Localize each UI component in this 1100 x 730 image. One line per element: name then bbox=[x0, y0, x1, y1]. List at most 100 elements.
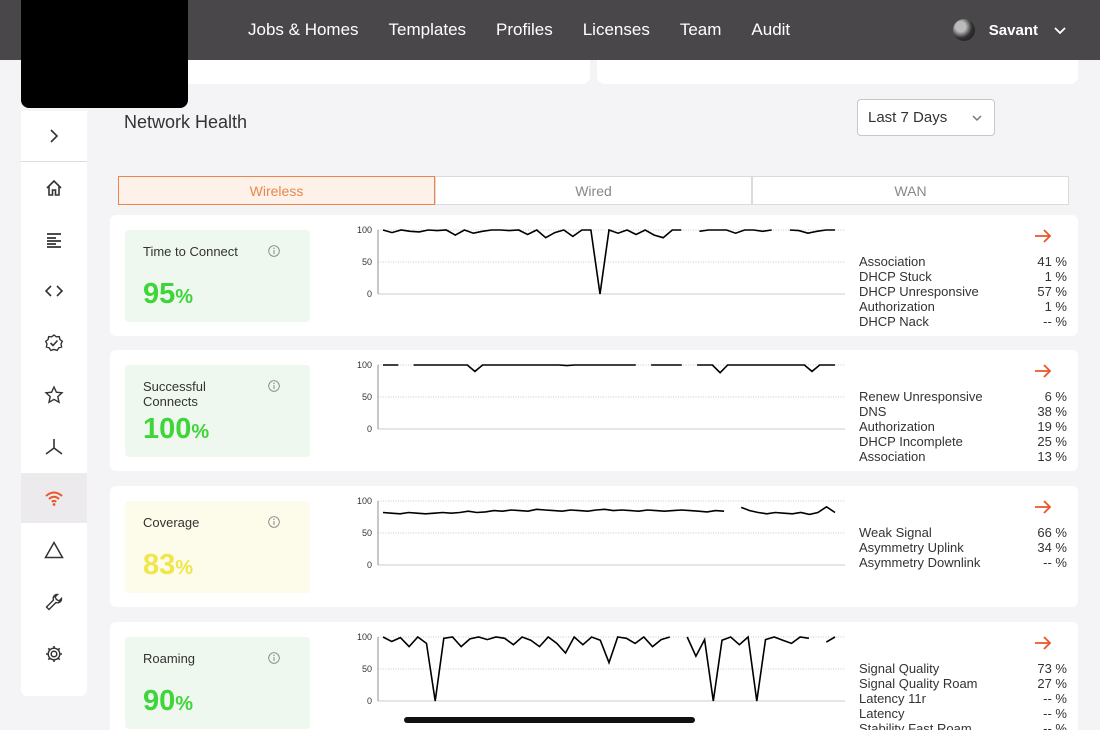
kpi-box: Time to Connect 95% bbox=[125, 230, 310, 322]
nav-templates[interactable]: Templates bbox=[388, 20, 467, 39]
sidebar-item-code[interactable] bbox=[21, 266, 87, 316]
kpi-number: 100 bbox=[143, 413, 192, 445]
nav-licenses[interactable]: Licenses bbox=[582, 20, 650, 39]
reason-row: Signal Quality Roam 27 % bbox=[859, 676, 1067, 691]
nav-team[interactable]: Team bbox=[679, 20, 722, 39]
info-icon[interactable] bbox=[268, 652, 280, 664]
home-icon bbox=[46, 179, 62, 196]
date-range-select[interactable]: Last 7 Days bbox=[857, 99, 995, 136]
reason-name: Weak Signal bbox=[859, 525, 932, 540]
metric-card: Successful Connects 100% 100 50 0 Renew Un… bbox=[110, 350, 1078, 471]
arrow-right-icon[interactable] bbox=[1034, 228, 1052, 244]
warning-icon bbox=[44, 540, 64, 559]
reason-row: Asymmetry Downlink -- % bbox=[859, 555, 1067, 570]
reason-row: Latency -- % bbox=[859, 706, 1067, 721]
summary-card-right bbox=[597, 60, 1078, 84]
reason-row: DHCP Unresponsive 57 % bbox=[859, 284, 1067, 299]
reason-name: Association bbox=[859, 254, 926, 269]
reason-value: -- % bbox=[1043, 721, 1067, 730]
tab-wired[interactable]: Wired bbox=[435, 176, 752, 205]
kpi-box: Coverage 83% bbox=[125, 501, 310, 593]
reason-name: Authorization bbox=[859, 419, 935, 434]
sidebar-item-list[interactable] bbox=[21, 215, 87, 265]
reason-name: Latency bbox=[859, 706, 905, 721]
logo-redacted bbox=[21, 0, 188, 108]
kpi-number: 83 bbox=[143, 549, 176, 581]
sidebar-item-favorites[interactable] bbox=[21, 370, 87, 420]
reason-value: -- % bbox=[1043, 555, 1067, 570]
chart: 100 50 0 bbox=[350, 360, 850, 440]
reason-row: Asymmetry Uplink 34 % bbox=[859, 540, 1067, 555]
sidebar-item-wifi[interactable] bbox=[21, 473, 87, 523]
reason-value: 73 % bbox=[1037, 661, 1067, 676]
reason-row: DHCP Stuck 1 % bbox=[859, 269, 1067, 284]
y-tick-label: 0 bbox=[367, 696, 372, 706]
reason-row: DHCP Incomplete 25 % bbox=[859, 434, 1067, 449]
y-tick-label: 50 bbox=[362, 392, 372, 402]
nav-audit[interactable]: Audit bbox=[751, 20, 791, 39]
y-tick-label: 100 bbox=[357, 360, 372, 370]
reason-row: Weak Signal 66 % bbox=[859, 525, 1067, 540]
user-menu[interactable]: Savant bbox=[952, 0, 1068, 60]
y-tick-label: 50 bbox=[362, 528, 372, 538]
series-line bbox=[382, 228, 835, 295]
metric-card: Time to Connect 95% 100 50 0 Association 41… bbox=[110, 215, 1078, 336]
kpi-unit: % bbox=[175, 286, 194, 308]
series-line bbox=[382, 505, 836, 516]
reason-name: DHCP Incomplete bbox=[859, 434, 963, 449]
arrow-right-icon[interactable] bbox=[1034, 363, 1052, 379]
sidebar-expand[interactable] bbox=[21, 111, 87, 161]
network-icon bbox=[45, 439, 63, 455]
reason-row: Association 13 % bbox=[859, 449, 1067, 464]
reason-name: Stability Fast Roam bbox=[859, 721, 972, 730]
sidebar bbox=[21, 111, 87, 696]
info-icon[interactable] bbox=[268, 380, 280, 392]
reason-value: 6 % bbox=[1044, 389, 1067, 404]
kpi-label: Successful Connects bbox=[143, 379, 206, 409]
arrow-right-icon[interactable] bbox=[1034, 499, 1052, 515]
kpi-box: Successful Connects 100% bbox=[125, 365, 310, 457]
chevron-down-icon bbox=[1054, 27, 1066, 35]
reason-name: DHCP Unresponsive bbox=[859, 284, 979, 299]
reason-name: Asymmetry Uplink bbox=[859, 540, 964, 555]
sidebar-item-settings[interactable] bbox=[21, 629, 87, 679]
reason-value: -- % bbox=[1043, 691, 1067, 706]
user-name: Savant bbox=[988, 21, 1038, 39]
reason-row: Association 41 % bbox=[859, 254, 1067, 269]
reason-value: 27 % bbox=[1037, 676, 1067, 691]
kpi-number: 90 bbox=[143, 685, 176, 717]
sidebar-item-network[interactable] bbox=[21, 422, 87, 472]
y-tick-label: 100 bbox=[357, 632, 372, 642]
reason-row: Latency 11r -- % bbox=[859, 691, 1067, 706]
tab-wan[interactable]: WAN bbox=[752, 176, 1069, 205]
nav-profiles[interactable]: Profiles bbox=[496, 20, 553, 39]
sidebar-item-home[interactable] bbox=[21, 163, 87, 213]
reason-row: Authorization 1 % bbox=[859, 299, 1067, 314]
reason-row: DNS 38 % bbox=[859, 404, 1067, 419]
reason-name: DNS bbox=[859, 404, 887, 419]
info-icon[interactable] bbox=[268, 245, 280, 257]
arrow-right-icon[interactable] bbox=[1034, 635, 1052, 651]
chart: 100 50 0 bbox=[350, 225, 850, 305]
kpi-value: 100% bbox=[143, 413, 209, 446]
line-chart: 100 50 0 bbox=[357, 496, 845, 570]
sidebar-item-alerts[interactable] bbox=[21, 525, 87, 575]
chevron-down-icon bbox=[972, 114, 982, 121]
kpi-unit: % bbox=[175, 557, 194, 579]
sidebar-item-tools[interactable] bbox=[21, 577, 87, 627]
reason-name: DHCP Nack bbox=[859, 314, 929, 329]
page-title: Network Health bbox=[124, 112, 248, 132]
sidebar-item-verified[interactable] bbox=[21, 318, 87, 368]
info-icon[interactable] bbox=[268, 516, 280, 528]
reason-value: 66 % bbox=[1037, 525, 1067, 540]
avatar bbox=[952, 19, 975, 41]
reason-row: DHCP Nack -- % bbox=[859, 314, 1067, 329]
nav-jobs-homes[interactable]: Jobs & Homes bbox=[248, 20, 359, 39]
reason-name: Authorization bbox=[859, 299, 935, 314]
reason-row: Stability Fast Roam -- % bbox=[859, 721, 1067, 730]
date-range-value: Last 7 Days bbox=[868, 109, 948, 126]
reason-list: Renew Unresponsive 6 % DNS 38 % Authorizatio… bbox=[859, 389, 1067, 464]
reason-name: Latency 11r bbox=[859, 691, 926, 706]
tab-wireless[interactable]: Wireless bbox=[118, 176, 435, 205]
home-indicator bbox=[404, 717, 695, 723]
